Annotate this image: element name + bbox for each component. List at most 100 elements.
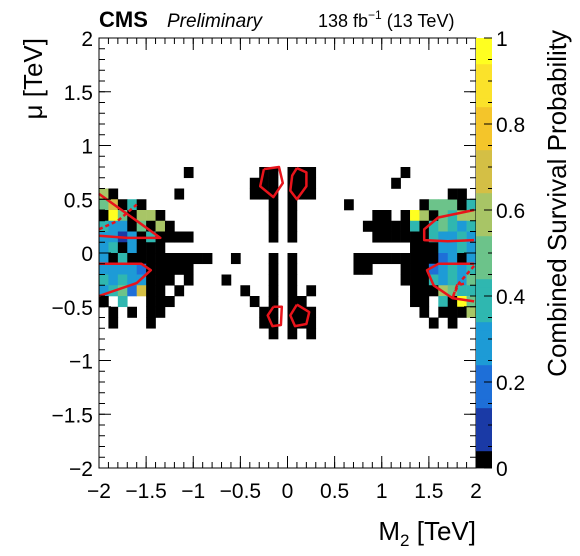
colorbar-step xyxy=(476,296,492,305)
heatmap-cell xyxy=(268,328,279,340)
heatmap-cell xyxy=(155,210,166,222)
heatmap-cell xyxy=(108,317,119,329)
heatmap-cell xyxy=(127,242,137,254)
colorbar-step xyxy=(476,38,492,47)
heatmap-cell xyxy=(447,296,458,308)
heatmap-cell xyxy=(466,285,477,297)
heatmap-cell xyxy=(164,274,175,286)
heatmap-cell xyxy=(400,263,411,275)
heatmap-cell xyxy=(127,220,137,232)
heatmap-cell xyxy=(99,210,109,222)
heatmap-cell xyxy=(155,220,166,232)
y-tick-label: 1 xyxy=(81,136,93,159)
z-tick-label: 0.6 xyxy=(496,200,525,223)
heatmap-cell xyxy=(146,306,156,318)
heatmap-cell xyxy=(127,285,137,297)
x-axis-title-subscript: 2 xyxy=(400,531,409,550)
colorbar-step xyxy=(476,313,492,323)
heatmap-cell xyxy=(447,242,458,254)
heatmap-cell xyxy=(146,285,156,297)
heatmap-cell xyxy=(466,253,477,265)
colorbar-step xyxy=(476,442,492,452)
heatmap-cell xyxy=(108,253,119,265)
heatmap-cell xyxy=(99,253,109,265)
heatmap-cell xyxy=(457,306,467,318)
colorbar-step xyxy=(476,201,492,211)
colorbar-step xyxy=(476,287,492,297)
heatmap-cell xyxy=(438,263,449,275)
heatmap-cell xyxy=(146,317,156,329)
heatmap-cell xyxy=(287,296,298,308)
z-tick-label: 1 xyxy=(496,28,508,51)
heatmap-cell xyxy=(117,274,128,286)
y-tick-label: −1 xyxy=(69,351,93,374)
heatmap-cell xyxy=(438,231,449,243)
colorbar-step xyxy=(476,261,492,271)
heatmap-cell xyxy=(287,231,298,243)
colorbar-step xyxy=(476,158,492,168)
heatmap-cell xyxy=(127,210,137,222)
heatmap-cell xyxy=(108,306,119,318)
heatmap-cell xyxy=(127,263,137,275)
colorbar-step xyxy=(476,63,492,73)
heatmap-cell xyxy=(400,167,411,179)
heatmap-cell xyxy=(164,296,175,308)
colorbar-step xyxy=(476,132,492,142)
heatmap-cell xyxy=(438,296,449,308)
heatmap-cell xyxy=(136,242,147,254)
heatmap-cell xyxy=(268,220,279,232)
heatmap-cell xyxy=(344,199,354,211)
heatmap-cell xyxy=(391,253,401,265)
colorbar-step xyxy=(476,459,492,469)
heatmap-cell xyxy=(174,188,185,200)
heatmap-cell xyxy=(146,253,156,265)
x-tick-label: 2 xyxy=(470,480,482,503)
heatmap-cell xyxy=(457,263,467,275)
heatmap-cell xyxy=(287,263,298,275)
heatmap-cell xyxy=(99,296,109,308)
heatmap-cell xyxy=(99,220,109,232)
heatmap-cell xyxy=(410,263,420,275)
heatmap-cell xyxy=(457,296,467,308)
heatmap-cell xyxy=(146,296,156,308)
heatmap-cell xyxy=(457,253,467,265)
colorbar-step xyxy=(476,149,492,159)
x-tick-label: 1 xyxy=(376,480,388,503)
colorbar-step xyxy=(476,304,492,314)
heatmap-cell xyxy=(372,210,383,222)
heatmap-cell xyxy=(428,220,439,232)
heatmap-cell xyxy=(146,274,156,286)
contour-line-solid xyxy=(266,305,284,328)
heatmap-cell xyxy=(447,253,458,265)
heatmap-cell xyxy=(164,263,175,275)
heatmap-cell xyxy=(438,220,449,232)
heatmap-cell xyxy=(400,274,411,286)
contour-line-solid xyxy=(98,262,153,298)
heatmap-cell xyxy=(268,253,279,265)
heatmap-cell xyxy=(410,253,420,265)
contour-line-solid xyxy=(425,262,475,303)
heatmap-cell xyxy=(287,253,298,265)
heatmap-cell xyxy=(268,296,279,308)
heatmap-cell xyxy=(183,167,194,179)
heatmap-cell xyxy=(447,231,458,243)
heatmap-cell xyxy=(174,285,185,297)
heatmap-cell xyxy=(268,263,279,275)
colorbar-step xyxy=(476,270,492,280)
y-axis-title: μ [TeV] xyxy=(18,38,48,119)
heatmap-cell xyxy=(296,167,307,179)
colorbar-step xyxy=(476,167,492,176)
heatmap-cell xyxy=(164,231,175,243)
heatmap-cell xyxy=(230,253,241,265)
heatmap-cell xyxy=(99,199,109,211)
colorbar-step xyxy=(476,55,492,65)
preliminary-label: Preliminary xyxy=(167,11,264,32)
heatmap-cell xyxy=(419,285,430,297)
colorbar-step xyxy=(476,278,492,288)
z-tick-label: 0.8 xyxy=(496,114,525,137)
heatmap-cell xyxy=(306,328,317,340)
heatmap-cell xyxy=(164,220,175,232)
y-tick-label: −0.5 xyxy=(52,297,93,320)
heatmap-cell xyxy=(259,317,269,329)
heatmap-cell xyxy=(268,177,279,189)
